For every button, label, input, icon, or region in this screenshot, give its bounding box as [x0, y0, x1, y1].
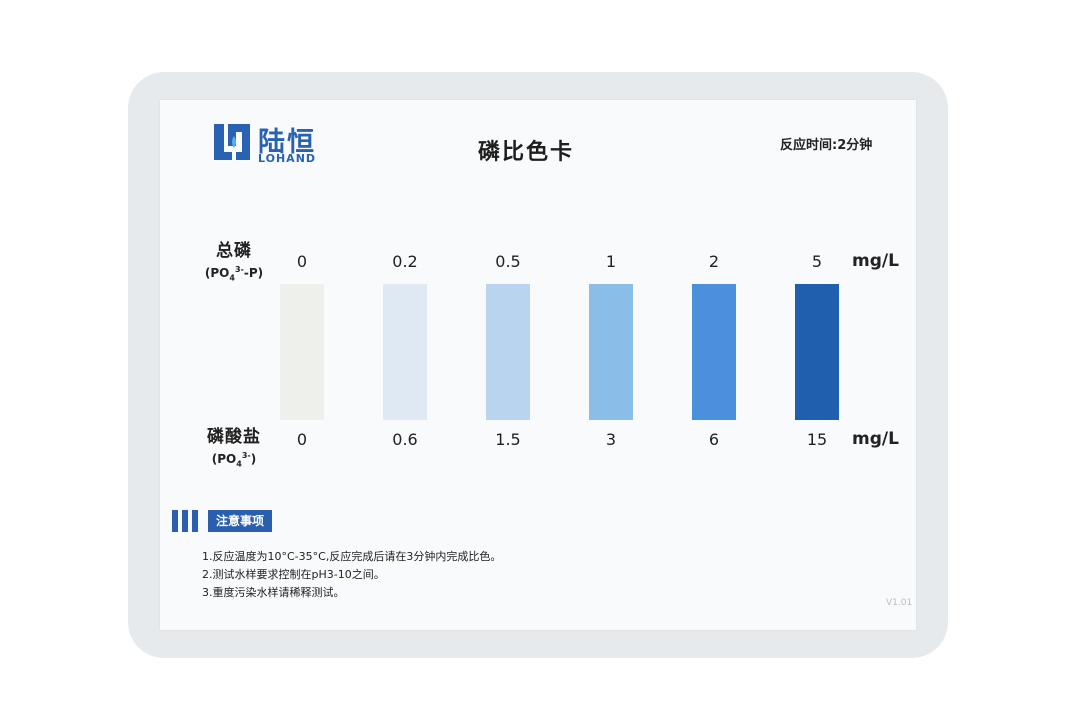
brand-logo: 陆恒 LOHAND — [212, 122, 342, 165]
card-title: 磷比色卡 — [478, 140, 575, 165]
brand-name-cn: 陆恒 — [258, 127, 316, 158]
color-card: 陆恒 LOHAND 磷比色卡 反应时间:2分钟 总磷 (PO43--P) 0 0… — [160, 100, 916, 630]
phosphate-unit: mg/L — [852, 429, 899, 449]
total-phosphorus-name: 总磷 — [216, 241, 252, 261]
phosphate-label: 磷酸盐 (PO43-) — [192, 422, 276, 468]
notice-item: 2.测试水样要求控制在pH3-10之间。 — [202, 568, 385, 581]
phosphate-value: 15 — [806, 430, 828, 449]
notice-item: 3.重度污染水样请稀释测试。 — [202, 586, 345, 599]
phosphate-formula: (PO43-) — [211, 451, 257, 469]
notice-item: 1.反应温度为10°C-35°C,反应完成后请在3分钟内完成比色。 — [202, 550, 502, 563]
phosphate-value: 6 — [708, 430, 720, 449]
color-swatch — [692, 284, 736, 420]
phosphate-name: 磷酸盐 — [207, 427, 261, 447]
total-phosphorus-value: 1 — [605, 252, 617, 271]
notice-list: 1.反应温度为10°C-35°C,反应完成后请在3分钟内完成比色。 2.测试水样… — [202, 548, 501, 602]
color-swatch — [280, 284, 324, 420]
phosphate-value: 0.6 — [392, 430, 418, 449]
total-phosphorus-label: 总磷 (PO43--P) — [196, 236, 272, 282]
phosphate-value: 1.5 — [495, 430, 521, 449]
total-phosphorus-value: 5 — [811, 252, 823, 271]
total-phosphorus-value: 0.2 — [392, 252, 418, 271]
total-phosphorus-value: 0.5 — [495, 252, 521, 271]
color-swatch — [486, 284, 530, 420]
notice-title: 注意事项 — [208, 510, 273, 532]
total-phosphorus-unit: mg/L — [852, 251, 899, 271]
lohand-logo-icon — [214, 124, 250, 160]
color-swatch — [383, 284, 427, 420]
phosphate-value: 0 — [296, 430, 308, 449]
reaction-time: 反应时间:2分钟 — [780, 138, 873, 153]
total-phosphorus-formula: (PO43--P) — [204, 265, 264, 283]
version-label: V1.01 — [886, 598, 913, 608]
total-phosphorus-value: 0 — [296, 252, 308, 271]
total-phosphorus-value: 2 — [708, 252, 720, 271]
color-swatch — [589, 284, 633, 420]
brand-name-en: LOHAND — [258, 152, 317, 165]
color-swatch — [795, 284, 839, 420]
phosphate-value: 3 — [605, 430, 617, 449]
